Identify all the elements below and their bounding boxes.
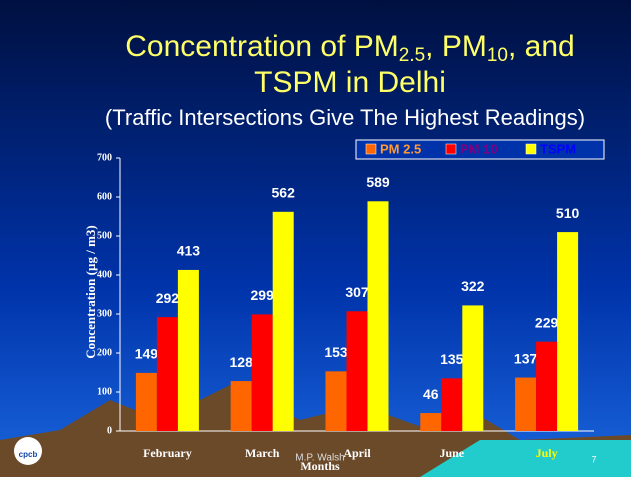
value-label: 137 <box>514 350 538 366</box>
chart-subtitle: (Traffic Intersections Give The Highest … <box>105 105 585 130</box>
value-label: 589 <box>366 174 390 190</box>
bar <box>368 201 389 431</box>
bar <box>462 305 483 431</box>
y-tick-label: 700 <box>97 152 112 163</box>
page-number: 7 <box>591 454 596 464</box>
y-tick-label: 600 <box>97 191 112 202</box>
value-label: 135 <box>440 351 464 367</box>
value-label: 128 <box>230 354 254 370</box>
x-tick-label: June <box>439 446 464 460</box>
y-tick-label: 0 <box>107 425 112 436</box>
value-label: 307 <box>345 284 369 300</box>
legend-label: PM 2.5 <box>380 141 421 156</box>
y-tick-label: 100 <box>97 386 112 397</box>
value-label: 292 <box>156 290 180 306</box>
legend-label: TSPM <box>540 141 576 156</box>
bar <box>347 311 368 431</box>
x-tick-label: March <box>245 446 280 460</box>
value-label: 299 <box>251 287 275 303</box>
value-label: 562 <box>272 185 296 201</box>
title-part: Concentration of PM <box>125 30 398 63</box>
x-tick-label: April <box>343 446 371 460</box>
bar <box>273 212 294 431</box>
legend-swatch <box>526 144 536 154</box>
page: Concentration of PM2.5, PM10, and TSPM i… <box>0 0 631 477</box>
bar <box>420 413 441 431</box>
title-part: , and <box>508 30 575 63</box>
y-tick-label: 200 <box>97 347 112 358</box>
y-tick-label: 500 <box>97 230 112 241</box>
bar <box>515 378 536 431</box>
legend-swatch <box>366 144 376 154</box>
value-label: 413 <box>177 243 201 259</box>
value-label: 510 <box>556 205 580 221</box>
x-tick-label: July <box>536 446 558 460</box>
chart-title: Concentration of PM2.5, PM10, and <box>125 30 574 66</box>
footer: M.P. Walsh <box>295 453 344 464</box>
bar <box>252 314 273 431</box>
legend-label: PM 10 <box>460 141 498 156</box>
legend-swatch <box>446 144 456 154</box>
bar <box>178 270 199 431</box>
bar <box>136 373 157 431</box>
chart-title: TSPM in Delhi <box>254 66 446 99</box>
y-tick-label: 400 <box>97 269 112 280</box>
bar <box>157 317 178 431</box>
slide: Concentration of PM2.5, PM10, and TSPM i… <box>0 0 631 477</box>
title-sub: 10 <box>487 45 508 66</box>
title-sub: 2.5 <box>399 45 425 66</box>
bar <box>231 381 252 431</box>
x-tick-label: February <box>143 446 192 460</box>
logo-text: cpcb <box>19 450 38 459</box>
bar <box>557 232 578 431</box>
value-label: 322 <box>461 278 485 294</box>
value-label: 229 <box>535 314 559 330</box>
value-label: 153 <box>324 344 348 360</box>
bar <box>441 378 462 431</box>
bar <box>536 342 557 431</box>
title-part: , PM <box>425 30 487 63</box>
y-tick-label: 300 <box>97 308 112 319</box>
y-axis-label: Concentration (µg / m3) <box>83 225 98 359</box>
value-label: 149 <box>135 346 159 362</box>
bar <box>326 371 347 431</box>
value-label: 46 <box>423 386 439 402</box>
